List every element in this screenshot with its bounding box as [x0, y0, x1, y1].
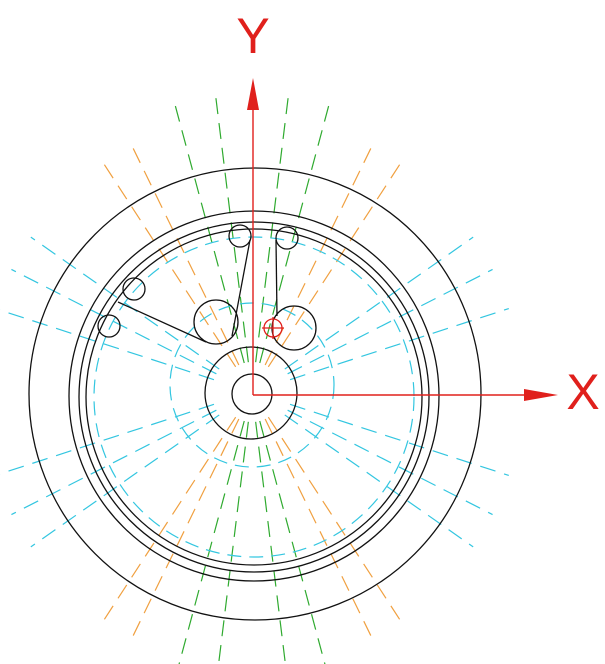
hub-circle	[204, 346, 298, 440]
construction-line	[128, 140, 240, 366]
construction-line	[289, 403, 509, 477]
rim-circle	[68, 210, 440, 582]
construction-line	[287, 268, 493, 375]
construction-line	[287, 409, 493, 516]
x-label: X	[566, 364, 599, 420]
construction-line	[30, 414, 220, 548]
link-line	[231, 239, 251, 337]
link-line	[275, 239, 278, 317]
construction-line	[289, 307, 509, 381]
construction-line	[284, 236, 474, 370]
outer-circle	[28, 167, 482, 621]
small-circle	[97, 314, 121, 338]
bore-circle	[231, 373, 273, 415]
small-circle	[122, 277, 146, 301]
construction-line	[259, 102, 331, 364]
pivot-circle	[193, 299, 239, 345]
dashed-circle	[169, 302, 335, 468]
construction-line	[0, 403, 215, 475]
construction-line	[255, 94, 290, 363]
construction-line	[264, 418, 376, 644]
construction-line	[255, 421, 287, 664]
construction-line	[217, 421, 249, 664]
construction-line	[128, 418, 240, 644]
construction-line	[98, 416, 237, 628]
construction-line	[11, 268, 217, 375]
x-arrow	[524, 389, 558, 401]
link-line	[117, 301, 207, 343]
dashed-circle	[93, 236, 415, 558]
rim-circle	[78, 221, 430, 573]
construction-line	[267, 416, 406, 628]
y-label: Y	[236, 8, 269, 64]
construction-line	[178, 420, 245, 664]
construction-line	[267, 156, 406, 368]
construction-line	[173, 102, 245, 364]
small-circle	[275, 226, 299, 250]
construction-line	[0, 309, 215, 381]
y-arrow	[247, 78, 259, 110]
construction-line	[264, 140, 376, 366]
construction-line	[11, 409, 217, 516]
construction-line	[284, 414, 474, 548]
construction-lines	[0, 94, 509, 664]
rim-circle	[85, 228, 423, 566]
small-circle	[228, 224, 252, 248]
